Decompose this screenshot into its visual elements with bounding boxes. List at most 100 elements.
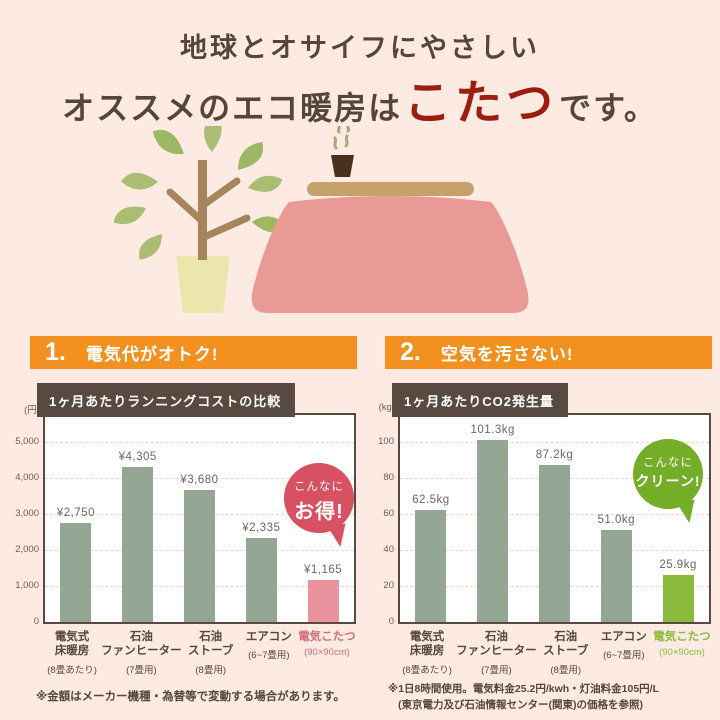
clean-badge: こんなに クリーン! [633,439,703,509]
plant-pot [176,256,230,313]
x-category: 石油 ストーブ (8畳用) [182,630,240,676]
x-category-label: エアコン [245,631,292,643]
x-axis-labels: 電気式 床暖房 (8畳あたり) 石油 ファンヒーター (7畳用) 石油 ストーブ (8畳用) エア… [398,630,711,676]
badge-line1: こんなに [294,481,344,493]
x-category-sub: (8畳あたり) [47,664,97,676]
title-suffix: です。 [559,89,658,127]
bar [600,530,632,622]
y-tick-label: 100 [378,436,394,447]
bar-value-label: 62.5kg [412,493,450,506]
gridline [400,442,709,443]
kotatsu-illustration [251,126,529,313]
bar-value-label: ¥2,750 [56,507,95,519]
bar-value-label: ¥3,680 [180,473,219,486]
x-category-sub: (7畳用) [126,664,157,676]
y-tick-label: 40 [383,544,394,555]
x-category-sub: (8畳用) [195,664,226,676]
x-category: 石油 ファンヒーター (7畳用) [456,630,537,676]
plant-leaves [113,126,286,260]
x-category-sub: (90×90cm) [304,647,350,659]
footnote-co2-line2: (東京電力及び石油情報センター(関東)の価格を参照) [398,699,643,712]
y-tick-label: 3,000 [15,508,39,519]
kotatsu-tabletop [307,182,474,196]
section-2-header: 2. 空気を汚さない! [385,336,712,369]
x-category-label: 電気こたつ [298,631,356,643]
bar-column: ¥3,680 [169,415,231,622]
gridline [45,442,354,443]
x-category-sub: (7畳用) [481,664,512,676]
bar-column: 25.9kg [647,415,709,622]
bar-highlight [662,575,694,622]
bar [477,439,509,622]
section-1-title: 電気代がオトク! [85,345,219,364]
y-axis-unit: (円) [24,405,40,416]
x-category: 石油 ファンヒーター (7畳用) [101,630,182,676]
x-category-sub: (90×90cm) [659,647,705,659]
x-category-label: 石油 ファンヒーター [101,631,182,658]
x-category-label: 石油 ファンヒーター [456,631,537,658]
title-highlight-kotatsu: こたつ [404,76,558,131]
y-tick-label: 5,000 [15,436,39,447]
bar-column: ¥4,305 [107,415,169,622]
bar-value-label: 101.3kg [470,423,515,436]
plant-illustration [113,126,286,313]
x-category-sub: (8畳用) [550,664,581,676]
badge-line1: こんなに [643,457,693,469]
x-category-sub: (6~7畳用) [603,650,645,662]
x-category-sub: (8畳あたり) [402,664,452,676]
savings-badge: こんなに お得! [284,463,354,533]
bar-value-label: 87.2kg [535,449,574,462]
bar [60,523,92,622]
y-tick-label: 2,000 [15,544,39,555]
x-category-sub: (6~7畳用) [248,650,290,662]
section-2-number: 2. [400,338,421,366]
bar-value-label: ¥4,305 [118,451,157,464]
x-category-label: 電気こたつ [653,631,711,643]
page-title-line1: 地球とオサイフにやさしい [180,33,540,64]
bar [538,465,570,622]
y-tick-label: 0 [33,616,39,627]
x-category: 電気式 床暖房 (8畳あたり) [43,630,101,676]
running-cost-chart: 1ヶ月あたりランニングコストの比較 (円) 5,000 4,000 3,000 2,00… [15,383,357,683]
x-category: 電気こたつ (90×90cm) [653,630,711,676]
x-category-label: エアコン [600,631,647,643]
footnote-co2-line1: ※1日8時間使用。電気料金25.2円/kwh・灯油料金105円/L [388,683,660,695]
bar-value-label: 25.9kg [659,559,697,572]
plant-trunk [198,160,207,260]
bar-column: 62.5kg [400,415,462,622]
y-tick-label: 20 [383,580,394,591]
bar-value-label: ¥1,165 [303,564,343,577]
steam-icon [333,126,351,150]
x-category: 石油 ストーブ (8畳用) [537,630,595,676]
badge-line2: クリーン! [635,473,701,489]
bar-column: 101.3kg [462,415,524,622]
y-tick-label: 1,000 [15,580,39,591]
y-tick-label: 0 [388,616,394,627]
badge-line2: お得! [294,501,344,523]
chart-title: 1ヶ月あたりランニングコストの比較 [37,383,296,417]
y-tick-label: 80 [383,472,394,483]
footnote-cost: ※金額はメーカー機種・為替等で変動する場合があります。 [36,691,346,703]
bar-column: ¥1,165 [292,415,354,622]
x-category: エアコン (6~7畳用) [595,630,653,676]
illustration [113,126,529,313]
section-2-title: 空気を汚さない! [440,345,574,364]
x-category: エアコン (6~7畳用) [240,630,298,676]
bar [122,467,154,622]
y-tick-label: 4,000 [15,472,39,483]
page-title-line2: オススメのエコ暖房は こたつ です。 [0,64,720,133]
bar [183,489,215,622]
bar-value-label: 51.0kg [597,514,636,527]
bar-column: 87.2kg [524,415,586,622]
plot-area: (円) 5,000 4,000 3,000 2,000 1,000 0 ¥2,750 ¥4,30… [15,405,356,627]
co2-chart: 1ヶ月あたりCO2発生量 (kg) 100 80 60 40 20 0 62.5kg 101.3… [378,383,712,683]
kotatsu-blanket [251,196,529,313]
footnote-co2: ※1日8時間使用。電気料金25.2円/kwh・灯油料金105円/L (東京電力及… [388,681,659,714]
x-category-label: 電気式 床暖房 [409,631,445,658]
x-category-label: 石油 ストーブ [188,631,234,658]
y-axis-unit: (kg) [378,402,395,413]
bar-value-label: ¥2,335 [242,521,281,534]
section-1-header: 1. 電気代がオトク! [30,336,357,369]
x-category: 電気式 床暖房 (8畳あたり) [398,630,456,676]
